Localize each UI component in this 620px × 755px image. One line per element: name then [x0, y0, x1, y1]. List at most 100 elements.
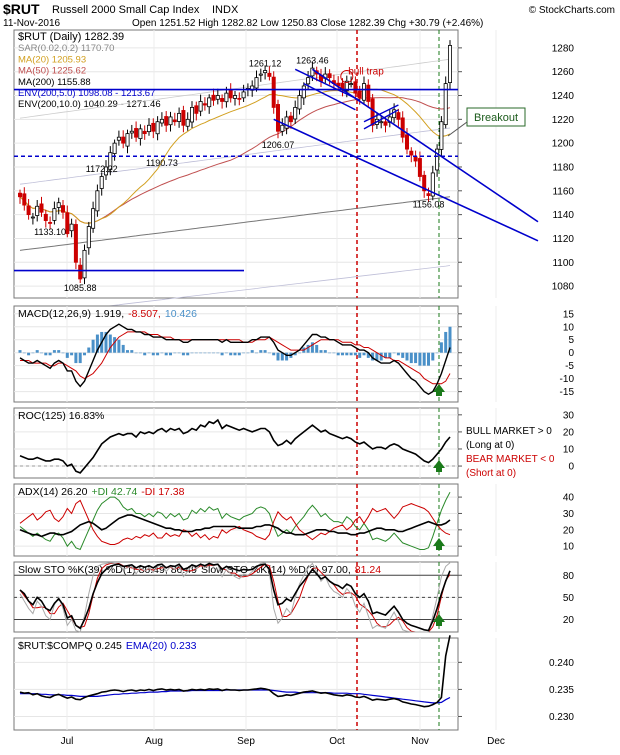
candle-body: [52, 208, 57, 221]
legend-entry: EMA(20) 0.233: [126, 640, 197, 652]
market-note: (Short at 0): [466, 468, 516, 479]
y-tick-label: 20: [563, 427, 575, 438]
macd-histogram-bar: [375, 352, 379, 361]
candle-body: [91, 208, 96, 229]
macd-histogram-bar: [353, 352, 357, 356]
macd-histogram-bar: [138, 352, 142, 354]
candle-body: [417, 158, 422, 177]
candle-body: [116, 136, 121, 141]
candle-body: [121, 136, 126, 144]
candle-body: [447, 45, 452, 83]
candle-body: [404, 134, 409, 150]
candle-body: [104, 166, 109, 176]
candle-body: [443, 83, 448, 126]
trend-line: [311, 68, 539, 223]
candle-body: [78, 264, 83, 280]
macd-histogram-bar: [263, 350, 267, 353]
candle-body: [288, 115, 293, 123]
legend-entry: MA(50) 1225.62: [18, 66, 86, 77]
candle-body: [125, 133, 130, 147]
buy-arrow-icon: [433, 538, 445, 550]
macd-histogram-bar: [371, 352, 375, 361]
y-tick-label: 1080: [552, 282, 575, 293]
month-label: Oct: [329, 736, 345, 747]
legend-entry: 81.24: [355, 564, 381, 576]
panel-2: 15 10 5 0 -5 -10 -15 MACD(12,26,9) 1.919, -8.507,…: [13, 305, 574, 403]
macd-histogram-bar: [336, 352, 340, 356]
macd-histogram-bar: [31, 352, 35, 354]
candle-body: [151, 122, 156, 132]
candle-body: [146, 124, 151, 133]
envelope-line: [19, 58, 451, 119]
candle-body: [108, 152, 113, 171]
price-label: 1263.46: [296, 56, 329, 66]
macd-histogram-bar: [323, 350, 327, 353]
candle-body: [409, 150, 414, 156]
y-tick-label: 1280: [552, 43, 575, 54]
candle-body: [237, 97, 242, 100]
candle-body: [198, 101, 203, 112]
candle-body: [413, 156, 418, 162]
macd-signal-line: [20, 331, 451, 385]
macd-histogram-bar: [259, 350, 263, 353]
price-label: 1085.88: [64, 283, 97, 293]
macd-histogram-bar: [422, 352, 426, 366]
bull-trap-marker: [340, 69, 354, 83]
candle-body: [370, 98, 375, 126]
y-tick-label: 0: [568, 348, 574, 359]
candle-body: [39, 203, 44, 213]
flag-line: [303, 82, 356, 111]
candle-body: [241, 91, 246, 99]
ratio-line: [19, 635, 451, 708]
macd-histogram-bar: [242, 352, 246, 354]
candle-body: [26, 205, 31, 216]
legend-entry: MA(20) 1205.93: [18, 54, 86, 65]
legend-entry: $RUT:$COMPQ 0.245: [18, 640, 122, 652]
y-tick-label: 10: [563, 444, 575, 455]
candle-body: [435, 148, 440, 171]
candle-body: [293, 107, 298, 120]
candle-body: [99, 176, 104, 189]
y-tick-label: 10: [563, 542, 575, 553]
legend-entry: $RUT (Daily) 1282.39: [18, 31, 124, 43]
macd-histogram-bar: [48, 352, 52, 356]
panel-frame: [13, 483, 459, 557]
macd-histogram-bar: [173, 352, 177, 354]
macd-histogram-bar: [246, 352, 250, 354]
macd-histogram-bar: [319, 350, 323, 353]
candle-body: [297, 95, 302, 110]
price-label: 1172.22: [86, 164, 118, 174]
macd-histogram-bar: [164, 352, 168, 356]
macd-histogram-bar: [224, 352, 228, 354]
macd-histogram-bar: [134, 352, 138, 354]
market-note: (Long at 0): [466, 440, 514, 451]
macd-histogram-bar: [396, 352, 400, 356]
macd-histogram-bar: [117, 339, 121, 353]
candle-body: [181, 110, 186, 126]
candle-body: [164, 116, 169, 126]
adx-line: [19, 514, 451, 538]
candle-body: [207, 97, 212, 108]
chart-header: $RUT Russell 2000 Small Cap Index INDX ©…: [3, 1, 615, 29]
candle-body: [301, 85, 306, 99]
macd-histogram-bar: [181, 352, 185, 356]
candle-body: [357, 90, 362, 99]
candle-body: [211, 94, 216, 101]
y-tick-label: 1260: [552, 67, 575, 78]
exchange-label: INDX: [212, 4, 239, 16]
macd-histogram-bar: [220, 352, 224, 356]
macd-histogram-bar: [250, 350, 254, 353]
month-label: Sep: [237, 736, 255, 747]
macd-histogram-bar: [267, 352, 271, 354]
y-tick-label: 1140: [552, 210, 574, 221]
macd-histogram-bar: [27, 352, 31, 356]
panel-3: 30 20 10 0 ROC(125) 16.83% BULL MARKET > 0 (Lo…: [13, 407, 575, 479]
candle-body: [310, 67, 315, 77]
macd-histogram-bar: [130, 350, 134, 353]
macd-histogram-bar: [190, 352, 194, 354]
legend-entry: 1.919,: [95, 308, 124, 320]
candle-body: [69, 223, 74, 232]
panel-frame: [13, 637, 459, 731]
